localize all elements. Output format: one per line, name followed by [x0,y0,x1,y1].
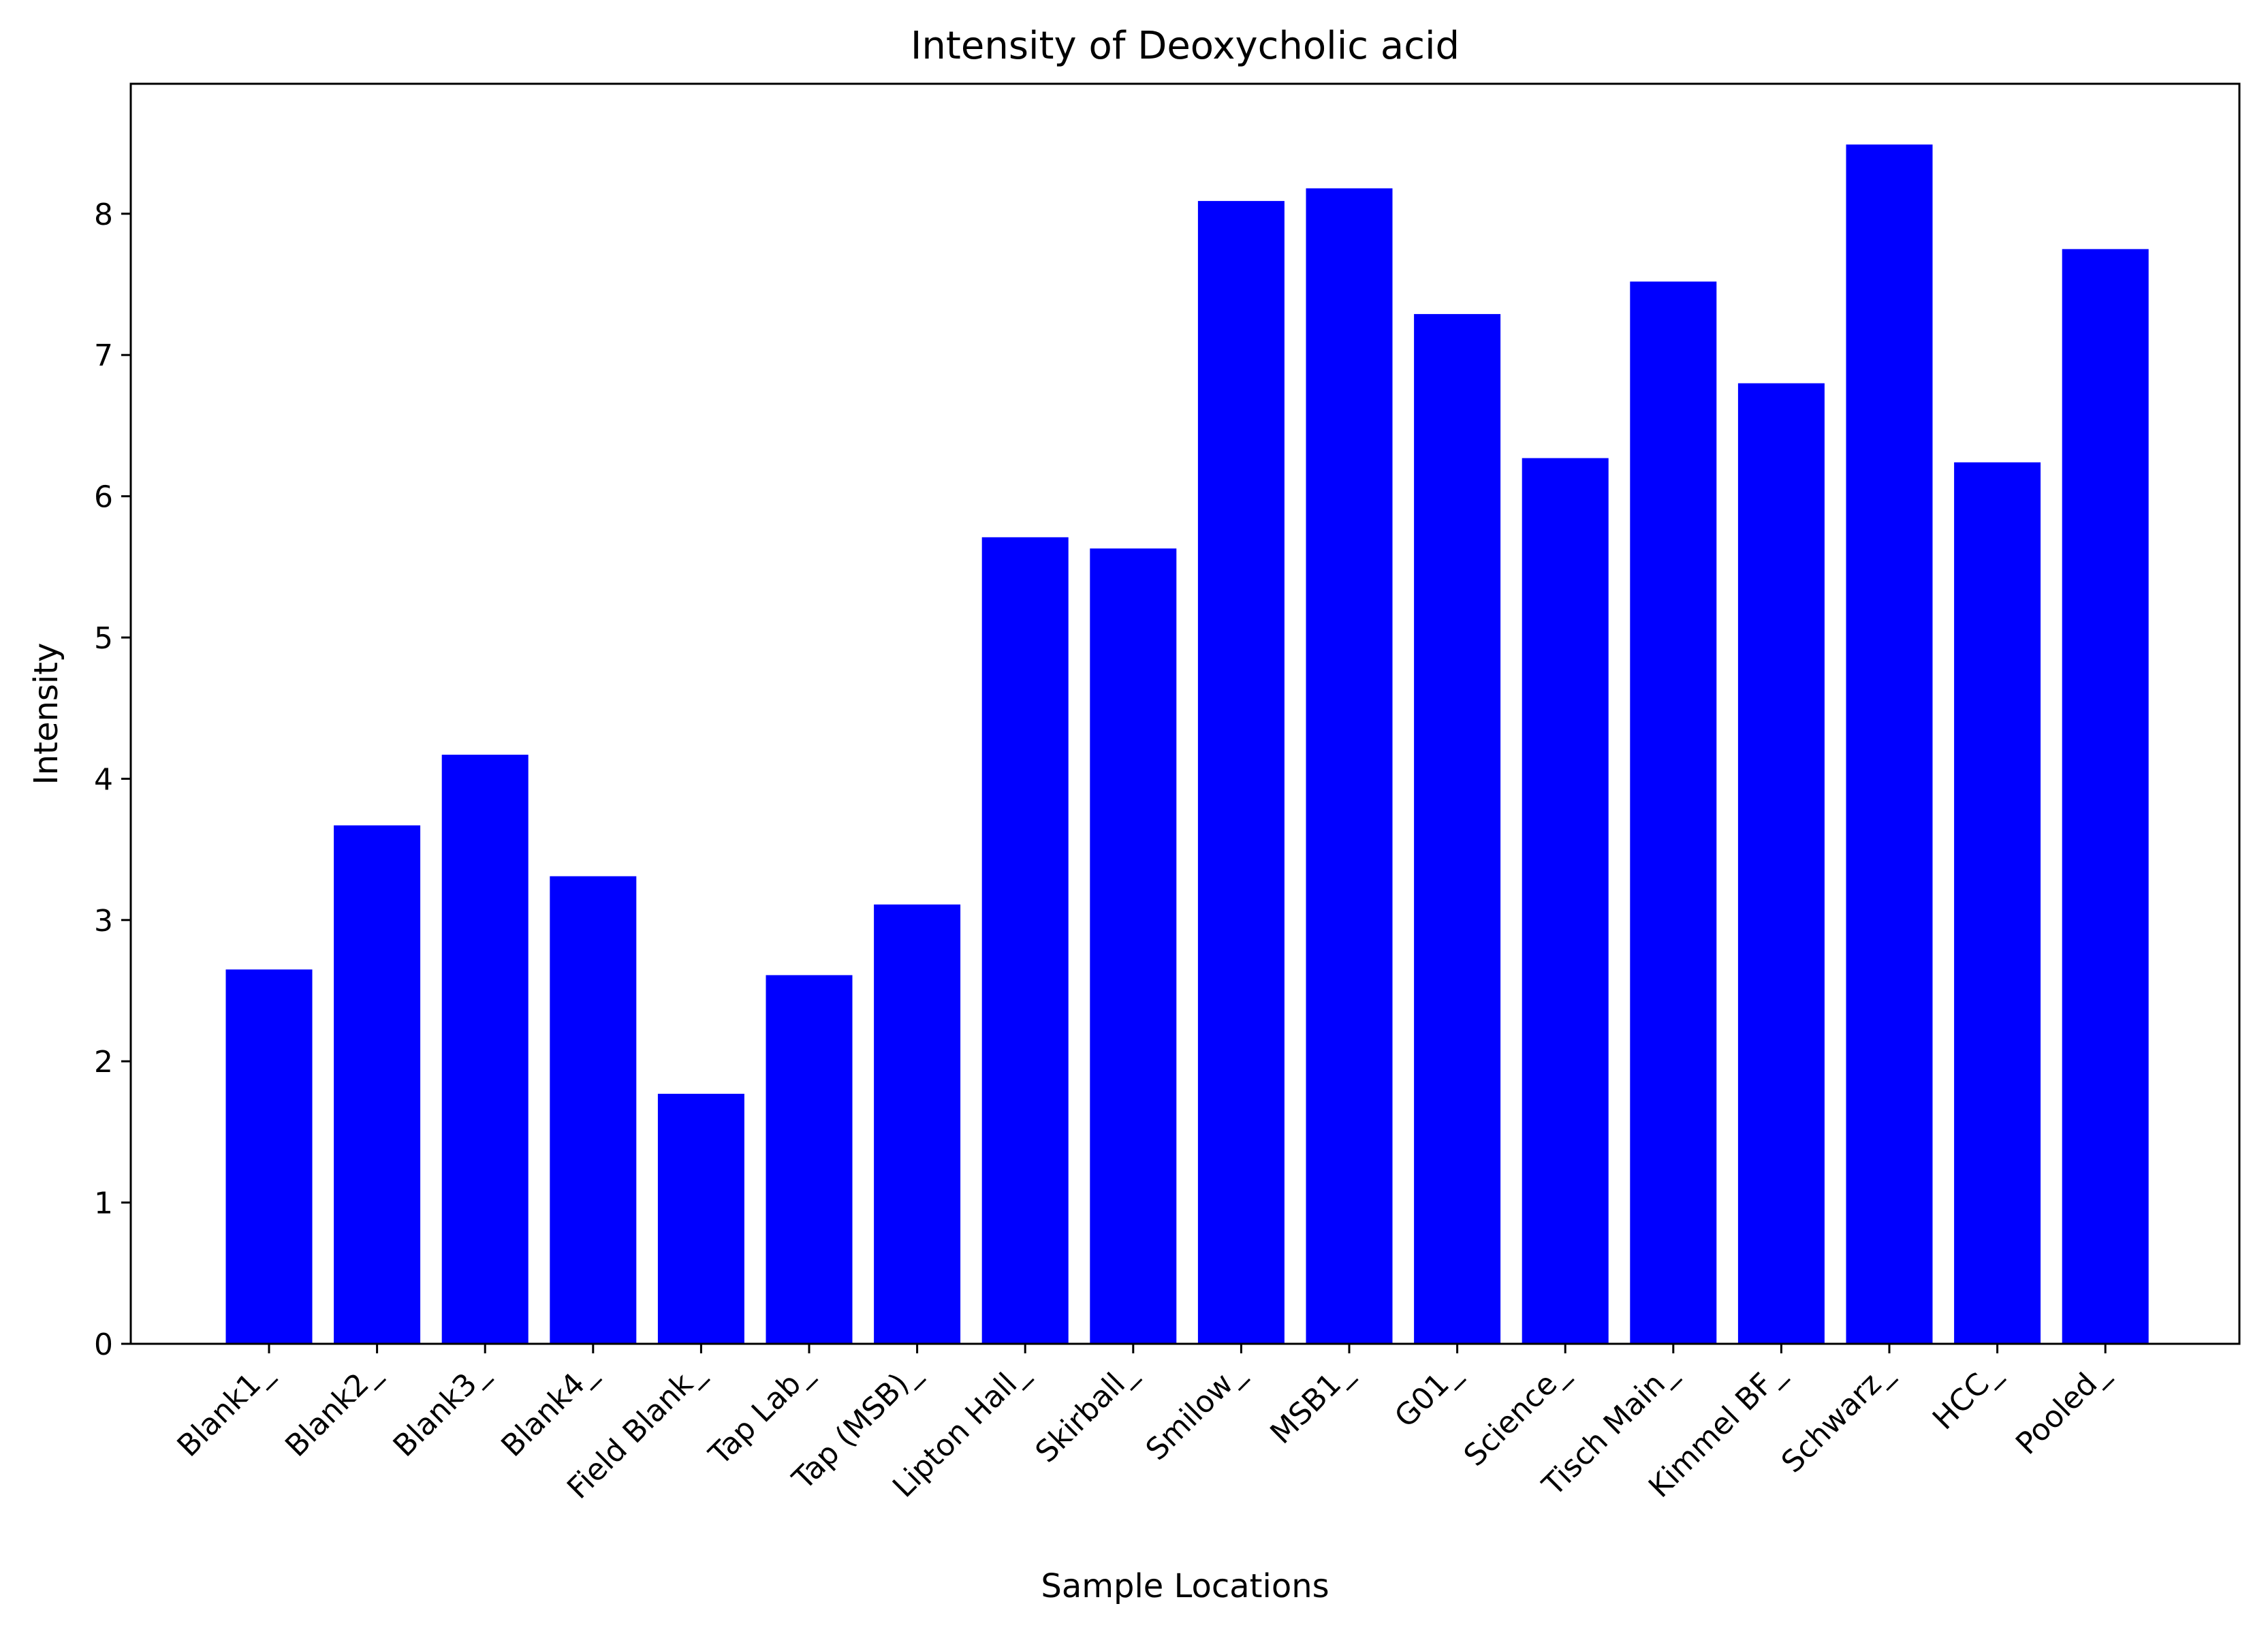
chart-title: Intensity of Deoxycholic acid [911,24,1460,68]
bar-15 [1846,144,1933,1344]
x-tick-label-17: Pooled_ [2009,1355,2115,1462]
bar-17 [2062,249,2149,1344]
x-tick-label-8: Skirball_ [1029,1355,1144,1470]
bar-2 [441,755,529,1344]
bar-10 [1306,188,1393,1344]
x-tick-label-16: HCC_ [1926,1355,2007,1436]
bar-1 [334,825,421,1344]
y-tick-label-7: 7 [94,339,113,373]
bar-6 [874,904,961,1344]
bars-group [225,144,2149,1344]
x-tick-label-15: Schwarz_ [1775,1355,1900,1480]
bar-4 [657,1093,744,1344]
x-tick-label-0: Blank1_ [171,1355,279,1464]
x-tick-label-10: MSB1_ [1263,1355,1359,1451]
y-tick-label-1: 1 [94,1186,113,1221]
plot-frame [129,82,2241,1345]
bar-9 [1197,201,1285,1344]
bar-0 [225,969,313,1344]
bar-16 [1954,462,2041,1344]
bar-7 [981,537,1069,1344]
y-tick-label-5: 5 [94,621,113,656]
bar-14 [1737,383,1825,1344]
y-tick-label-2: 2 [94,1045,113,1080]
y-tick-label-4: 4 [94,762,113,797]
x-tick-label-11: G01_ [1388,1355,1467,1434]
bar-11 [1414,314,1501,1344]
x-tick-label-5: Tap Lab_ [702,1355,819,1473]
y-tick-label-8: 8 [94,198,113,232]
y-axis: 0 1 2 3 4 5 6 7 8 [94,198,131,1362]
y-tick-label-3: 3 [94,904,113,939]
x-tick-label-9: Smilow_ [1139,1355,1251,1467]
x-tick-label-3: Blank4_ [494,1355,603,1464]
bar-5 [766,975,853,1344]
y-tick-label-0: 0 [94,1327,113,1362]
x-tick-label-12: Science_ [1458,1355,1575,1473]
bar-12 [1522,458,1609,1344]
x-axis: Blank1_ Blank2_ Blank3_ Blank4_Field Blank_… [171,1344,2115,1506]
bar-8 [1090,548,1177,1344]
bar-3 [550,876,637,1344]
x-axis-label: Sample Locations [1041,1567,1329,1605]
y-axis-label: Intensity [27,643,65,785]
x-tick-label-1: Blank2_ [279,1355,387,1464]
bar-13 [1630,281,1717,1344]
y-tick-label-6: 6 [94,480,113,515]
x-tick-label-2: Blank3_ [387,1355,495,1464]
